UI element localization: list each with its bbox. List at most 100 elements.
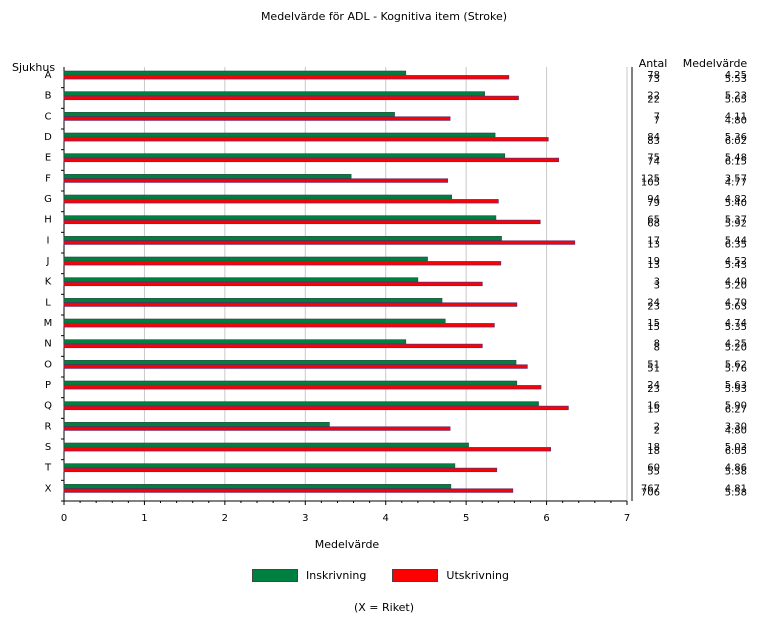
bar-utskrivning <box>63 302 518 307</box>
medelvarde-inskrivning: 3.30 <box>725 421 747 432</box>
bar-utskrivning <box>63 157 560 163</box>
antal-inskrivning: 51 <box>647 359 660 370</box>
bar-inskrivning <box>63 174 352 179</box>
medelvarde-utskrivning: 5.58 <box>725 487 747 498</box>
medelvarde-inskrivning: 4.52 <box>725 256 747 267</box>
antal-utskrivning: 3 <box>654 281 660 292</box>
medelvarde-inskrivning: 4.11 <box>725 111 747 122</box>
category-label: H <box>44 215 52 226</box>
antal-inskrivning: 18 <box>647 442 660 453</box>
bar-inskrivning <box>63 380 518 386</box>
medelvarde-inskrivning: 5.23 <box>725 91 747 102</box>
bar-utskrivning <box>63 343 483 349</box>
antal-utskrivning: 18 <box>647 446 660 457</box>
antal-inskrivning: 24 <box>647 380 660 391</box>
antal-inskrivning: 125 <box>641 173 660 184</box>
medelvarde-inskrivning: 5.63 <box>725 380 747 391</box>
medelvarde-inskrivning: 4.40 <box>725 277 747 288</box>
bar-utskrivning <box>63 281 483 287</box>
bar-inskrivning <box>63 215 497 220</box>
bar-utskrivning <box>63 116 451 121</box>
category-label: X <box>45 483 52 494</box>
antal-utskrivning: 23 <box>647 301 660 312</box>
antal-inskrivning: 16 <box>647 401 660 412</box>
antal-inskrivning: 75 <box>647 153 660 164</box>
category-label: T <box>44 463 52 474</box>
antal-inskrivning: 65 <box>647 215 660 226</box>
medelvarde-inskrivning: 5.37 <box>725 215 747 226</box>
medelvarde-inskrivning: 4.74 <box>725 318 747 329</box>
antal-utskrivning: 68 <box>647 219 660 230</box>
bar-utskrivning <box>63 488 514 493</box>
medelvarde-utskrivning: 5.93 <box>725 384 747 395</box>
x-tick-label: 3 <box>302 513 308 524</box>
bar-inskrivning <box>63 463 456 468</box>
bar-inskrivning <box>63 339 407 344</box>
medelvarde-utskrivning: 6.27 <box>725 405 747 416</box>
bar-utskrivning <box>63 467 498 473</box>
medelvarde-inskrivning: 5.48 <box>725 153 747 164</box>
category-label: S <box>45 442 51 453</box>
antal-inskrivning: 2 <box>654 421 660 432</box>
antal-utskrivning: 8 <box>654 343 660 354</box>
legend-label-utskrivning: Utskrivning <box>446 568 509 582</box>
bar-inskrivning <box>63 318 446 324</box>
bar-utskrivning <box>63 385 542 390</box>
medelvarde-utskrivning: 4.77 <box>725 177 747 188</box>
category-label: J <box>46 256 50 267</box>
category-axis-label: Sjukhus <box>12 61 55 74</box>
bar-utskrivning <box>63 447 551 452</box>
category-label: I <box>47 235 50 246</box>
bar-utskrivning <box>63 95 519 101</box>
bar-inskrivning <box>63 422 330 427</box>
antal-utskrivning: 79 <box>647 198 660 209</box>
bar-inskrivning <box>63 194 452 200</box>
bar-inskrivning <box>63 401 539 406</box>
medelvarde-inskrivning: 5.62 <box>725 359 747 370</box>
antal-column-header: Antal <box>639 57 668 70</box>
medelvarde-utskrivning: 4.80 <box>725 115 747 126</box>
antal-utskrivning: 55 <box>647 467 660 478</box>
antal-inskrivning: 22 <box>647 91 660 102</box>
legend-item-utskrivning: Utskrivning <box>392 568 509 582</box>
antal-utskrivning: 15 <box>647 405 660 416</box>
bar-inskrivning <box>63 360 517 365</box>
category-label: F <box>45 173 51 184</box>
bar-utskrivning <box>63 426 451 431</box>
medelvarde-inskrivning: 4.25 <box>725 339 747 350</box>
footnote: (X = Riket) <box>353 601 415 614</box>
medelvarde-utskrivning: 5.53 <box>725 74 747 85</box>
medelvarde-utskrivning: 5.43 <box>725 260 747 271</box>
antal-utskrivning: 2 <box>654 425 660 436</box>
bar-utskrivning <box>63 219 541 225</box>
category-label: E <box>45 153 51 164</box>
antal-utskrivning: 73 <box>647 74 660 85</box>
medelvarde-inskrivning: 4.81 <box>725 483 747 494</box>
antal-inskrivning: 94 <box>647 194 660 205</box>
x-tick-label: 6 <box>543 513 549 524</box>
bar-inskrivning <box>63 91 485 96</box>
antal-inskrivning: 767 <box>641 483 660 494</box>
antal-utskrivning: 22 <box>647 95 660 106</box>
bar-utskrivning <box>63 261 502 266</box>
bar-utskrivning <box>63 199 499 204</box>
x-tick-label: 4 <box>383 513 389 524</box>
antal-utskrivning: 105 <box>641 177 660 188</box>
legend-item-inskrivning: Inskrivning <box>252 568 366 582</box>
bar-utskrivning <box>63 137 549 142</box>
medelvarde-column-header: Medelvärde <box>683 57 748 70</box>
category-label: Q <box>44 401 52 412</box>
bar-inskrivning <box>63 442 469 448</box>
antal-utskrivning: 83 <box>647 136 660 147</box>
legend-swatch-inskrivning <box>252 568 298 582</box>
bar-inskrivning <box>63 298 443 303</box>
bar-inskrivning <box>63 112 395 117</box>
category-label: M <box>44 318 53 329</box>
x-tick-label: 5 <box>463 513 469 524</box>
antal-utskrivning: 51 <box>647 363 660 374</box>
bar-inskrivning <box>63 132 496 138</box>
antal-inskrivning: 78 <box>647 70 660 81</box>
x-tick-label: 1 <box>141 513 147 524</box>
category-label: A <box>45 70 52 81</box>
bar-inskrivning <box>63 256 428 262</box>
